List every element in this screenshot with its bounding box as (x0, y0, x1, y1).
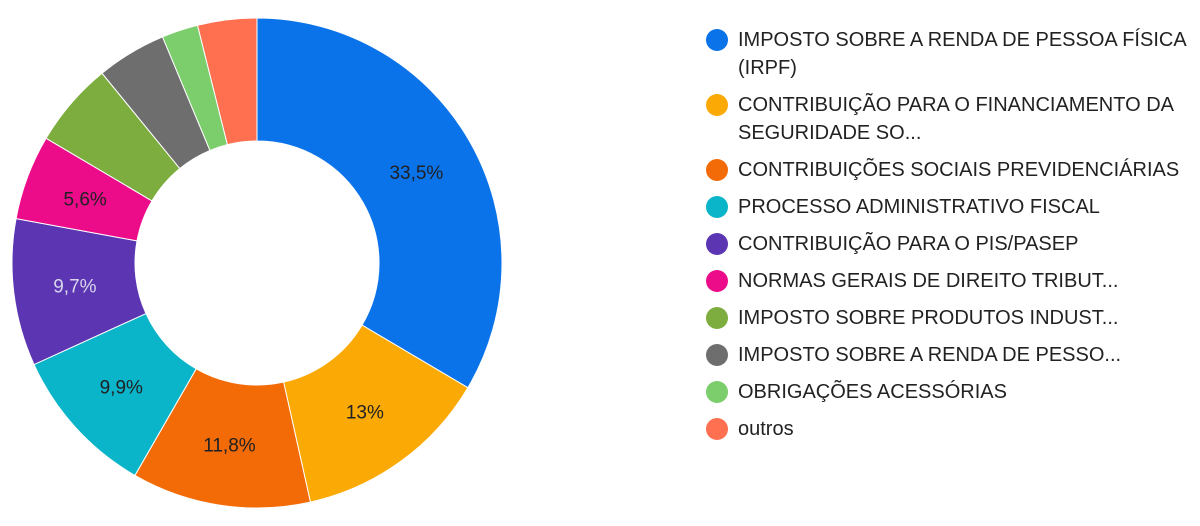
legend-item[interactable]: NORMAS GERAIS DE DIREITO TRIBUT... (706, 267, 1186, 295)
legend-label: IMPOSTO SOBRE A RENDA DE PESSOA FÍSICA (… (738, 29, 1186, 79)
legend-label: OBRIGAÇÕES ACESSÓRIAS (738, 381, 1007, 403)
legend-item[interactable]: outros (706, 415, 1186, 443)
legend-label: outros (738, 418, 794, 440)
legend-label: CONTRIBUIÇÃO PARA O FINANCIAMENTO DA SEG… (738, 94, 1173, 144)
legend-item[interactable]: IMPOSTO SOBRE A RENDA DE PESSOA FÍSICA (… (706, 26, 1186, 82)
legend-item[interactable]: CONTRIBUIÇÕES SOCIAIS PREVIDENCIÁRIAS (706, 156, 1186, 184)
legend-item[interactable]: IMPOSTO SOBRE A RENDA DE PESSO... (706, 341, 1186, 369)
legend-swatch (706, 196, 728, 218)
legend-swatch (706, 159, 728, 181)
legend-label: NORMAS GERAIS DE DIREITO TRIBUT... (738, 270, 1119, 292)
legend-swatch (706, 270, 728, 292)
legend-label: CONTRIBUIÇÃO PARA O PIS/PASEP (738, 233, 1079, 255)
legend-item[interactable]: CONTRIBUIÇÃO PARA O PIS/PASEP (706, 230, 1186, 258)
legend-label: IMPOSTO SOBRE PRODUTOS INDUST... (738, 307, 1119, 329)
slice-label-3: 9,9% (100, 377, 143, 398)
slice-label-4: 9,7% (53, 276, 96, 297)
legend-swatch (706, 307, 728, 329)
legend-swatch (706, 381, 728, 403)
legend-label: IMPOSTO SOBRE A RENDA DE PESSO... (738, 344, 1122, 366)
legend-item[interactable]: PROCESSO ADMINISTRATIVO FISCAL (706, 193, 1186, 221)
chart-legend: IMPOSTO SOBRE A RENDA DE PESSOA FÍSICA (… (706, 26, 1186, 452)
legend-swatch (706, 29, 728, 51)
slice-1[interactable] (283, 324, 469, 503)
legend-swatch (706, 94, 728, 116)
legend-label: PROCESSO ADMINISTRATIVO FISCAL (738, 196, 1100, 218)
legend-item[interactable]: IMPOSTO SOBRE PRODUTOS INDUST... (706, 304, 1186, 332)
slice-label-1: 13% (346, 402, 384, 423)
legend-swatch (706, 418, 728, 440)
legend-item[interactable]: CONTRIBUIÇÃO PARA O FINANCIAMENTO DA SEG… (706, 91, 1186, 147)
slice-label-0: 33,5% (389, 163, 443, 184)
legend-swatch (706, 344, 728, 366)
donut-chart: 33,5% 13% 11,8% 9,9% 9,7% 5,6% (11, 17, 503, 509)
legend-item[interactable]: OBRIGAÇÕES ACESSÓRIAS (706, 378, 1186, 406)
slice-0[interactable] (256, 17, 503, 389)
slice-9[interactable] (196, 17, 258, 146)
slice-label-2: 11,8% (203, 435, 256, 456)
legend-label: CONTRIBUIÇÕES SOCIAIS PREVIDENCIÁRIAS (738, 159, 1180, 181)
legend-swatch (706, 233, 728, 255)
slice-label-5: 5,6% (63, 190, 106, 211)
